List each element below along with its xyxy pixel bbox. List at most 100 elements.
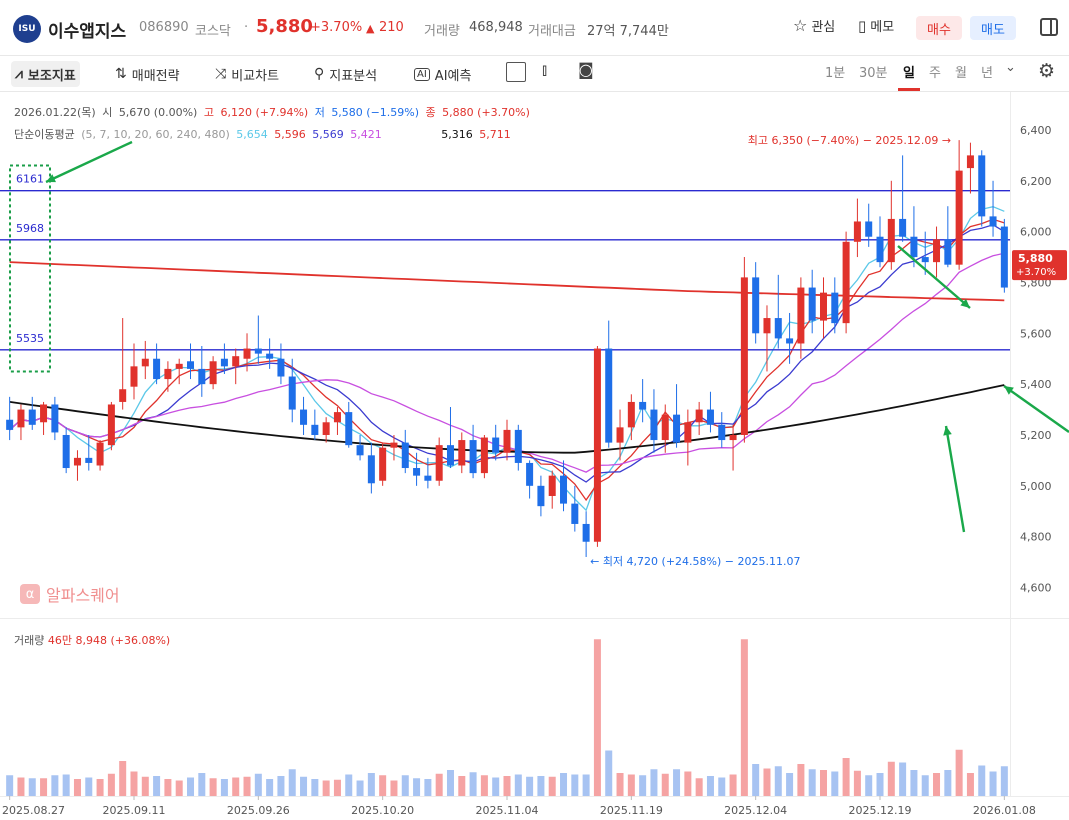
alphasquare-logo-icon: α [20,584,40,604]
candle-body [232,356,240,367]
candle-body [819,292,827,321]
candle-body [673,414,681,443]
current-price: 5,880 [256,16,313,37]
candle-body [288,376,296,410]
candle-icon[interactable]: ⫾ [542,60,548,79]
last-price-label: 5,880 [1018,252,1053,265]
candle-body [853,221,861,242]
legend-date: 2026.01.22(목) [14,106,96,119]
volume-bar [220,779,228,796]
x-tick-label: 2026.01.08 [973,804,1036,817]
volume-bar [458,776,466,796]
analysis-button[interactable]: ⚲ 지표분석 [310,61,381,87]
period-day[interactable]: 일 [903,66,915,81]
candle-body [28,409,36,425]
candle-body [119,389,127,402]
volume-bar [209,778,217,796]
candle-body [40,404,48,423]
volume-bar [446,770,454,796]
y-tick-label: 5,600 [1020,327,1052,340]
volume-bar [424,779,432,796]
checkbox-square-icon[interactable] [506,62,526,82]
volume-bar [153,776,161,796]
candle-layer [6,140,1008,557]
ma240-value: 5,316 [441,128,473,141]
ma480-line [9,261,1005,302]
volume-bar [955,749,963,796]
ma5-value: 5,654 [236,128,268,141]
candle-body [51,404,59,433]
candle-body [706,409,714,425]
last-change-label: +3.70% [1016,267,1056,278]
period-week[interactable]: 주 [929,66,941,81]
last-price-tag [1012,250,1067,281]
candle-body [842,241,850,324]
candle-body [989,216,997,227]
ma480-value: 5,711 [479,128,511,141]
volume-bar [243,776,251,796]
legend-high: 6,120 (+7.94%) [220,106,309,119]
indicator-label: 보조지표 [27,68,76,84]
analysis-label: 지표분석 [329,68,378,84]
company-logo: ISU [13,15,41,43]
candle-body [209,361,217,385]
volume-bar [107,773,115,796]
compare-button[interactable]: ⤨ 비교차트 [211,61,283,87]
strategy-label: 매매전략 [131,68,180,84]
strategy-button[interactable]: ⇅ 매매전략 [111,61,184,87]
volume-legend: 거래량 46만 8,948 (+36.08%) [14,632,170,648]
memo-label: 메모 [870,20,895,35]
candle-body [695,409,703,423]
candle-body [85,457,93,463]
candle-body [831,292,839,324]
ma20-value: 5,421 [350,128,382,141]
candle-body [899,218,907,237]
candle-body [345,412,353,446]
candle-body [808,287,816,321]
period-year[interactable]: 년 [981,66,993,81]
volume-bar [763,768,771,796]
annotation-arrow [1003,385,1069,433]
period-month[interactable]: 월 [955,66,967,81]
settings-gear-icon[interactable]: ⚙ [1038,60,1056,82]
indicator-button[interactable]: ⩘ 보조지표 [11,61,80,87]
volume-bar [503,776,511,796]
legend-open-label: 시 [102,106,113,119]
volume-bar [277,776,285,796]
volume-legend-value: 46만 8,948 (+36.08%) [47,634,171,647]
price-chart[interactable]: 6161 5968 5535 최고 6,350 (−7.40%) − 2025.12… [0,92,1069,820]
period-1min[interactable]: 1분 [825,66,846,81]
stock-name: 이수앱지스 [48,22,127,42]
side-panel-icon[interactable] [1040,18,1058,36]
volume-bar [673,769,681,796]
candle-body [978,155,986,217]
candle-body [627,401,635,428]
buy-button[interactable]: 매수 [916,16,962,40]
volume-bar [17,777,25,796]
sell-button[interactable]: 매도 [970,16,1016,40]
updown-arrows-icon: ⇅ [115,66,127,82]
y-tick-label: 6,000 [1020,226,1052,239]
watermark-text: 알파스퀘어 [46,586,120,605]
volume-bar [379,775,387,796]
volume-bar [752,764,760,796]
chevron-down-icon[interactable]: ⌄ [1005,60,1016,75]
period-30min[interactable]: 30분 [859,66,888,81]
camera-icon[interactable]: ◙ [578,60,594,79]
compare-label: 비교차트 [231,68,280,84]
candle-body [356,445,364,456]
ma-legend-periods: (5, 7, 10, 20, 60, 240, 480) [81,128,230,141]
low-annotation: ← 최저 4,720 (+24.58%) − 2025.11.07 [590,555,800,568]
candle-body [96,442,104,466]
volume-bar [560,773,568,796]
memo-button[interactable]: ▯ 메모 [858,16,895,36]
volume-bar [729,774,737,796]
ai-predict-button[interactable]: AI AI예측 [410,61,475,87]
volume-bar [322,780,330,796]
volume-bar [356,780,364,796]
volume-bar [164,779,172,796]
candle-body [933,239,941,263]
watch-button[interactable]: ☆ 관심 [793,16,835,35]
volume-bar [865,775,873,796]
candle-body [571,503,579,524]
